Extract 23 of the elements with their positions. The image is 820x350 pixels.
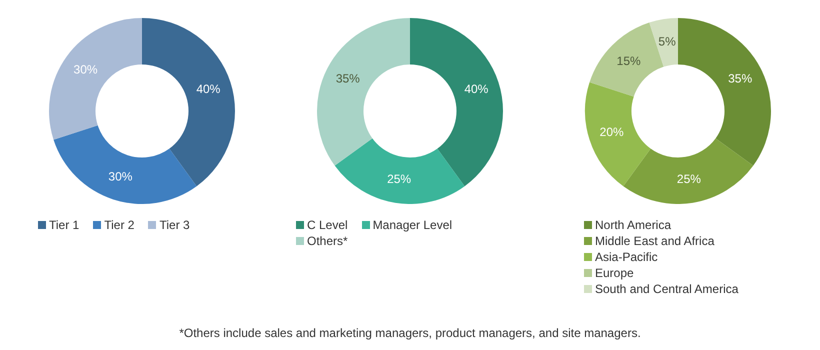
data-label: 40% [196, 82, 221, 96]
legend-label: South and Central America [595, 282, 738, 296]
legend-label: Tier 1 [49, 218, 80, 232]
data-label: 20% [600, 124, 624, 139]
legend-label: Tier 3 [159, 218, 190, 232]
data-label: 35% [336, 72, 360, 86]
data-label: 40% [464, 82, 489, 96]
legend-label: Others* [307, 234, 348, 248]
legend-label: Middle East and Africa [595, 234, 714, 248]
data-label: 5% [658, 34, 676, 48]
legend-label: Asia-Pacific [595, 250, 658, 264]
data-label: 35% [728, 72, 752, 86]
data-label: 25% [387, 172, 412, 186]
legend-label: North America [595, 218, 672, 232]
data-label: 30% [74, 62, 98, 76]
legend-label: Europe [595, 266, 634, 280]
data-label: 25% [676, 172, 702, 186]
legend-label: Tier 2 [104, 218, 134, 232]
data-label: 15% [616, 54, 642, 68]
data-label: 30% [108, 170, 133, 184]
legend-label: Manager Level [372, 218, 452, 232]
text: *Others include sales and marketing managers, product managers, and site managers. [178, 326, 642, 340]
legend-label: C Level [307, 218, 348, 232]
